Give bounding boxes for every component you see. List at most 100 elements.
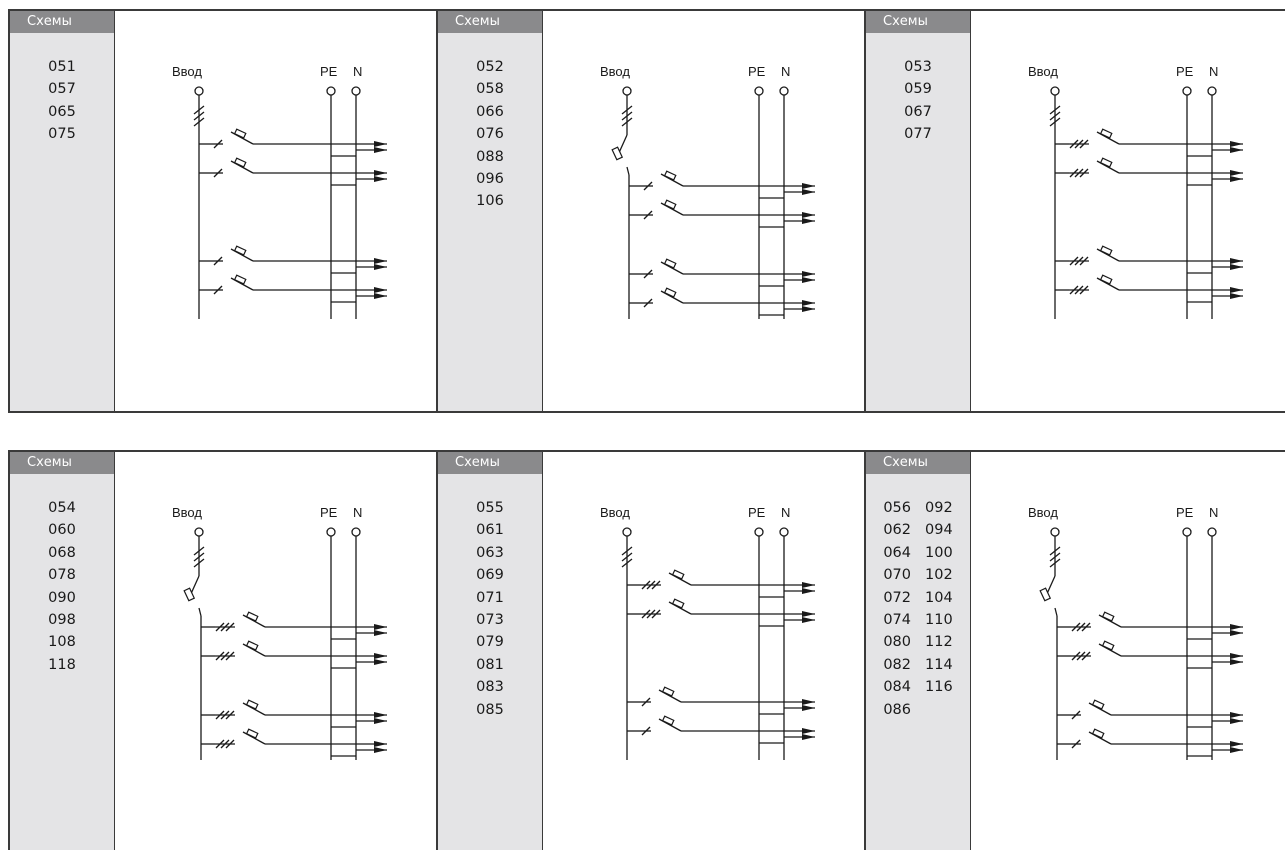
main-fuse-icon bbox=[1039, 587, 1052, 602]
scheme-panel: Схемы 053 059 067 077 Ввод PE N bbox=[864, 9, 1285, 413]
scheme-tab: Схемы bbox=[10, 452, 114, 474]
scheme-number: 076 bbox=[476, 126, 504, 143]
arrow-head-icon bbox=[1230, 141, 1243, 147]
arrow-head-icon bbox=[374, 630, 387, 636]
scheme-number: 114 bbox=[925, 656, 953, 673]
breaker-fuse-icon bbox=[1099, 274, 1113, 285]
phase-tick-mark bbox=[193, 552, 205, 562]
scheme-tab: Схемы bbox=[438, 11, 542, 33]
arrow-head-icon bbox=[802, 728, 815, 734]
arrow-head-icon bbox=[374, 624, 387, 630]
input-label: Ввод bbox=[172, 64, 202, 79]
scheme-number-list: 055 061 063 069 071 073 079 081 083 085 bbox=[438, 497, 542, 721]
input-terminal-icon bbox=[194, 86, 204, 96]
arrow-head-icon bbox=[374, 712, 387, 718]
input-terminal-icon bbox=[194, 527, 204, 537]
scheme-number: 078 bbox=[48, 567, 76, 584]
n-label: N bbox=[781, 505, 790, 520]
scheme-number-list: 054 060 068 078 090 098 108 118 bbox=[10, 497, 114, 676]
scheme-number: 063 bbox=[476, 544, 504, 561]
scheme-number: 110 bbox=[925, 612, 953, 629]
scheme-number-column-2: 092 094 100 102 104 110 112 114 116 bbox=[925, 497, 953, 721]
scheme-number: 075 bbox=[48, 126, 76, 143]
main-fuse-icon bbox=[611, 146, 624, 161]
arrow-head-icon bbox=[1230, 176, 1243, 182]
arrow-head-icon bbox=[1230, 659, 1243, 665]
arrow-head-icon bbox=[374, 718, 387, 724]
arrow-head-icon bbox=[374, 264, 387, 270]
arrow-head-icon bbox=[1230, 747, 1243, 753]
main-fuse-icon bbox=[183, 587, 196, 602]
arrow-head-icon bbox=[802, 699, 815, 705]
scheme-panel: Схемы 056 062 064 070 072 074 080 082 08… bbox=[864, 450, 1285, 850]
pe-terminal-icon bbox=[1182, 527, 1192, 537]
phase-tick-mark bbox=[621, 111, 633, 121]
input-terminal-icon bbox=[1050, 527, 1060, 537]
scheme-number-column-1: 055 061 063 069 071 073 079 081 083 085 bbox=[476, 497, 504, 721]
phase-tick-mark bbox=[193, 546, 205, 556]
pe-label: PE bbox=[1176, 64, 1194, 79]
arrow-head-icon bbox=[802, 582, 815, 588]
pe-terminal-icon bbox=[326, 527, 336, 537]
breaker-fuse-icon bbox=[233, 157, 247, 168]
arrow-head-icon bbox=[1230, 653, 1243, 659]
input-label: Ввод bbox=[1028, 505, 1058, 520]
arrow-head-icon bbox=[374, 741, 387, 747]
arrow-head-icon bbox=[1230, 170, 1243, 176]
scheme-number: 065 bbox=[48, 103, 76, 120]
arrow-head-icon bbox=[374, 747, 387, 753]
scheme-number: 072 bbox=[883, 589, 911, 606]
arrow-head-icon bbox=[374, 287, 387, 293]
arrow-head-icon bbox=[802, 306, 815, 312]
scheme-number: 064 bbox=[883, 544, 911, 561]
input-label: Ввод bbox=[1028, 64, 1058, 79]
phase-tick-mark bbox=[1049, 546, 1061, 556]
phase-tick-mark bbox=[1049, 117, 1061, 127]
circuit-diagram: Ввод PE N bbox=[172, 505, 387, 760]
breaker-fuse-icon bbox=[1091, 728, 1105, 739]
main-switch-contact bbox=[1054, 607, 1058, 617]
scheme-number: 070 bbox=[883, 567, 911, 584]
scheme-number-column-1: 054 060 068 078 090 098 108 118 bbox=[48, 497, 76, 676]
input-terminal-icon bbox=[622, 527, 632, 537]
arrow-head-icon bbox=[802, 218, 815, 224]
arrow-head-icon bbox=[802, 300, 815, 306]
breaker-fuse-icon bbox=[663, 199, 677, 210]
pe-label: PE bbox=[1176, 505, 1194, 520]
arrow-head-icon bbox=[374, 258, 387, 264]
pe-label: PE bbox=[748, 505, 766, 520]
phase-tick-mark bbox=[1049, 111, 1061, 121]
main-switch-contact bbox=[198, 607, 202, 617]
pe-label: PE bbox=[320, 64, 338, 79]
arrow-head-icon bbox=[1230, 147, 1243, 153]
phase-tick-mark bbox=[193, 111, 205, 121]
arrow-head-icon bbox=[1230, 630, 1243, 636]
arrow-head-icon bbox=[374, 176, 387, 182]
phase-tick-mark bbox=[193, 117, 205, 127]
breaker-fuse-icon bbox=[671, 569, 685, 580]
scheme-number: 057 bbox=[48, 81, 76, 98]
input-label: Ввод bbox=[600, 505, 630, 520]
pe-terminal-icon bbox=[754, 86, 764, 96]
circuit-diagram: Ввод PE N bbox=[172, 64, 387, 319]
n-label: N bbox=[781, 64, 790, 79]
scheme-panel: Схемы 051 057 065 075 Ввод PE N bbox=[8, 9, 438, 413]
n-label: N bbox=[353, 64, 362, 79]
scheme-number: 056 bbox=[883, 500, 911, 516]
circuit-diagram: Ввод PE N bbox=[600, 64, 815, 319]
scheme-number-list: 056 062 064 070 072 074 080 082 084 086 … bbox=[866, 497, 970, 721]
arrow-head-icon bbox=[1230, 718, 1243, 724]
breaker-fuse-icon bbox=[1101, 640, 1115, 651]
breaker-fuse-icon bbox=[661, 686, 675, 697]
n-terminal-icon bbox=[351, 527, 361, 537]
scheme-number: 055 bbox=[476, 500, 504, 516]
breaker-fuse-icon bbox=[663, 258, 677, 269]
scheme-number: 088 bbox=[476, 148, 504, 165]
arrow-head-icon bbox=[1230, 258, 1243, 264]
scheme-number: 081 bbox=[476, 656, 504, 673]
scheme-number: 104 bbox=[925, 589, 953, 606]
scheme-number: 062 bbox=[883, 522, 911, 539]
scheme-number: 077 bbox=[904, 126, 932, 143]
scheme-number: 059 bbox=[904, 81, 932, 98]
n-label: N bbox=[1209, 64, 1218, 79]
